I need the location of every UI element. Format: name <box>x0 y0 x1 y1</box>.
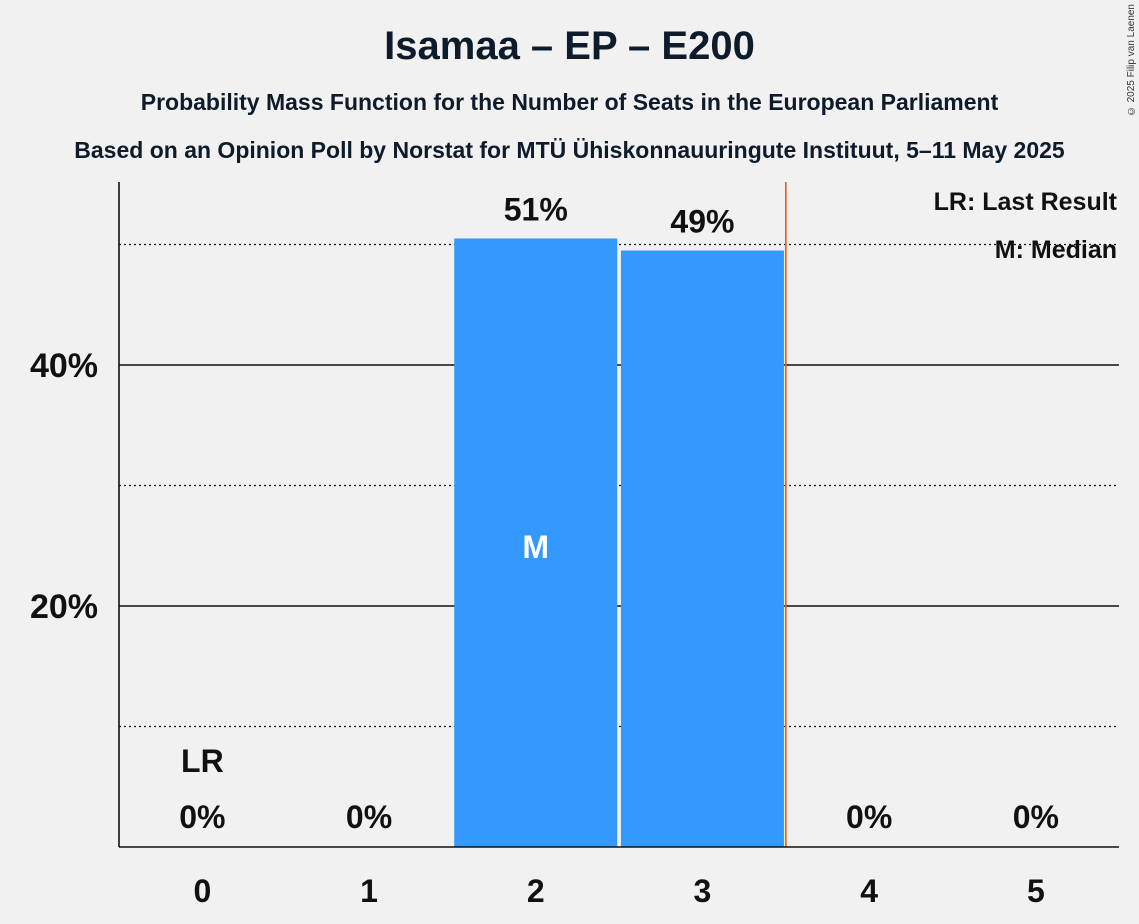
value-label: 0% <box>1013 799 1059 835</box>
bar-seat-2 <box>454 238 618 848</box>
grid-lines <box>119 243 1119 728</box>
chart-source-line: Based on an Opinion Poll by Norstat for … <box>74 137 1065 163</box>
value-label: 51% <box>504 191 568 227</box>
value-label: 0% <box>346 799 392 835</box>
value-label: 0% <box>179 799 225 835</box>
x-tick-label: 1 <box>360 873 378 909</box>
x-tick-label: 4 <box>860 873 878 909</box>
median-marker: M <box>522 529 549 565</box>
axes <box>118 182 1119 848</box>
x-tick-label: 3 <box>694 873 712 909</box>
chart-subtitle: Probability Mass Function for the Number… <box>140 89 999 115</box>
bars <box>454 238 784 848</box>
bar-seat-3 <box>620 250 784 847</box>
legend-median: M: Median <box>995 236 1117 264</box>
value-label: 0% <box>846 799 892 835</box>
x-tick-label: 0 <box>193 873 211 909</box>
labels: 20% 40% 0 1 2 3 4 5 0% 0% 51% 49% 0% 0% LR M <box>30 191 1059 909</box>
y-tick-label: 20% <box>30 588 98 626</box>
x-tick-label: 5 <box>1027 873 1045 909</box>
legend-last-result: LR: Last Result <box>934 188 1118 216</box>
chart-title: Isamaa – EP – E200 <box>384 24 755 68</box>
last-result-marker: LR <box>181 743 224 779</box>
y-tick-label: 40% <box>30 347 98 385</box>
x-tick-label: 2 <box>527 873 545 909</box>
value-label: 49% <box>670 204 734 240</box>
